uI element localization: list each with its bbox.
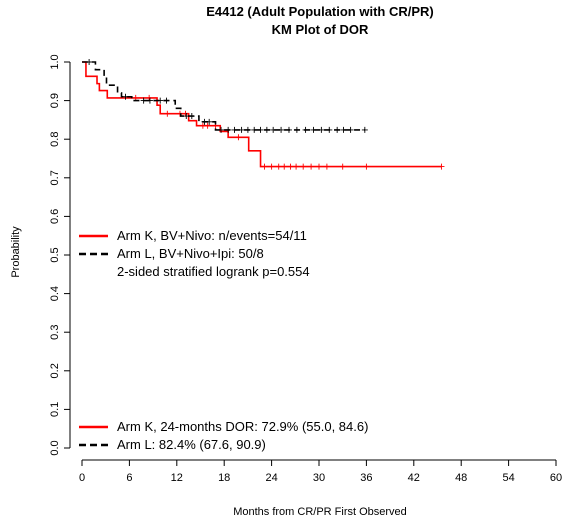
- censor-mark: [270, 126, 277, 133]
- y-tick-label: 0.8: [49, 132, 61, 147]
- chart-subtitle: KM Plot of DOR: [272, 22, 369, 37]
- y-tick-label: 0.0: [49, 440, 61, 455]
- censor-mark: [122, 93, 129, 100]
- series-layer: [82, 59, 445, 170]
- legend-entry: Arm K, 24-months DOR: 72.9% (55.0, 84.6): [117, 419, 368, 434]
- censor-mark: [268, 163, 275, 170]
- x-tick-label: 48: [455, 472, 467, 484]
- x-tick-label: 30: [313, 472, 325, 484]
- censor-mark: [363, 163, 370, 170]
- x-tick-label: 54: [502, 472, 514, 484]
- legend-entry: Arm L: 82.4% (67.6, 90.9): [117, 437, 266, 452]
- y-tick-label: 0.9: [49, 93, 61, 108]
- chart-title: E4412 (Adult Population with CR/PR): [206, 4, 434, 19]
- censor-mark: [164, 110, 171, 117]
- censor-mark: [300, 163, 307, 170]
- censor-mark: [261, 163, 268, 170]
- censor-mark: [438, 163, 445, 170]
- censor-mark: [361, 126, 368, 133]
- censor-mark: [157, 97, 164, 104]
- x-tick-label: 12: [171, 472, 183, 484]
- censor-mark: [231, 126, 238, 133]
- censor-mark: [293, 126, 300, 133]
- y-axis-label: Probability: [10, 226, 22, 278]
- censor-mark: [340, 126, 347, 133]
- y-tick-label: 0.2: [49, 363, 61, 378]
- censor-mark: [334, 126, 341, 133]
- km-curve: [82, 61, 442, 168]
- series-arm-k: [82, 61, 445, 170]
- y-tick-label: 0.6: [49, 209, 61, 224]
- y-ticks: 0.0 0.1 0.2 0.3 0.4 0.5 0.6 0.7 0.8 0.9 1.0: [49, 54, 70, 456]
- y-tick-label: 0.1: [49, 402, 61, 417]
- legend-entry: 2-sided stratified logrank p=0.554: [117, 264, 310, 279]
- legend-top: Arm K, BV+Nivo: n/events=54/11 Arm L, BV+…: [79, 228, 310, 279]
- censor-mark: [263, 126, 270, 133]
- x-tick-label: 0: [79, 472, 85, 484]
- censor-mark: [347, 126, 354, 133]
- y-tick-label: 0.5: [49, 247, 61, 262]
- y-tick-label: 0.4: [49, 286, 61, 301]
- censor-mark: [188, 113, 195, 120]
- censor-mark: [316, 163, 322, 170]
- censor-mark: [204, 122, 211, 129]
- censor-mark: [339, 163, 346, 170]
- x-axis-label: Months from CR/PR First Observed: [233, 506, 407, 518]
- legend-entry: Arm L, BV+Nivo+Ipi: 50/8: [117, 246, 264, 261]
- km-curve: [82, 61, 365, 131]
- censor-mark: [218, 126, 225, 133]
- censor-mark: [183, 113, 190, 120]
- censor-mark: [293, 163, 300, 170]
- x-tick-label: 36: [360, 472, 372, 484]
- censor-mark: [310, 126, 317, 133]
- censor-mark: [206, 118, 213, 125]
- censor-mark: [275, 163, 282, 170]
- censor-mark: [323, 163, 330, 170]
- censor-mark: [278, 126, 285, 133]
- x-ticks: 0 6 12 18 24 30 36 42 48 54 60: [79, 460, 562, 484]
- censor-mark: [257, 126, 264, 133]
- censor-mark: [163, 97, 170, 104]
- x-tick-label: 24: [265, 472, 277, 484]
- censor-mark: [235, 134, 242, 141]
- censor-mark: [326, 126, 333, 133]
- x-tick-label: 6: [126, 472, 132, 484]
- censor-mark: [308, 163, 315, 170]
- x-tick-label: 18: [218, 472, 230, 484]
- legend-entry: Arm K, BV+Nivo: n/events=54/11: [117, 228, 307, 243]
- y-tick-label: 1.0: [49, 54, 61, 69]
- censor-mark: [238, 126, 245, 133]
- axes: 0 6 12 18 24 30 36 42 48 54 60 0.00.10.20.30.40.50…: [49, 54, 562, 484]
- censor-mark: [285, 126, 292, 133]
- x-tick-label: 42: [408, 472, 420, 484]
- censor-mark: [225, 126, 232, 133]
- censor-mark: [244, 126, 251, 133]
- censor-mark: [302, 126, 309, 133]
- censor-mark: [146, 97, 153, 104]
- censor-mark: [318, 126, 325, 133]
- legend-bottom: Arm K, 24-months DOR: 72.9% (55.0, 84.6)…: [79, 419, 368, 452]
- censor-mark: [140, 97, 147, 104]
- x-tick-label: 60: [550, 472, 562, 484]
- censor-mark: [281, 163, 288, 170]
- censor-mark: [287, 163, 294, 170]
- censor-mark: [251, 126, 258, 133]
- y-tick-label: 0.7: [49, 170, 61, 185]
- series-arm-l: [82, 59, 368, 133]
- censor-mark: [86, 59, 93, 65]
- y-tick-label: 0.3: [49, 325, 61, 340]
